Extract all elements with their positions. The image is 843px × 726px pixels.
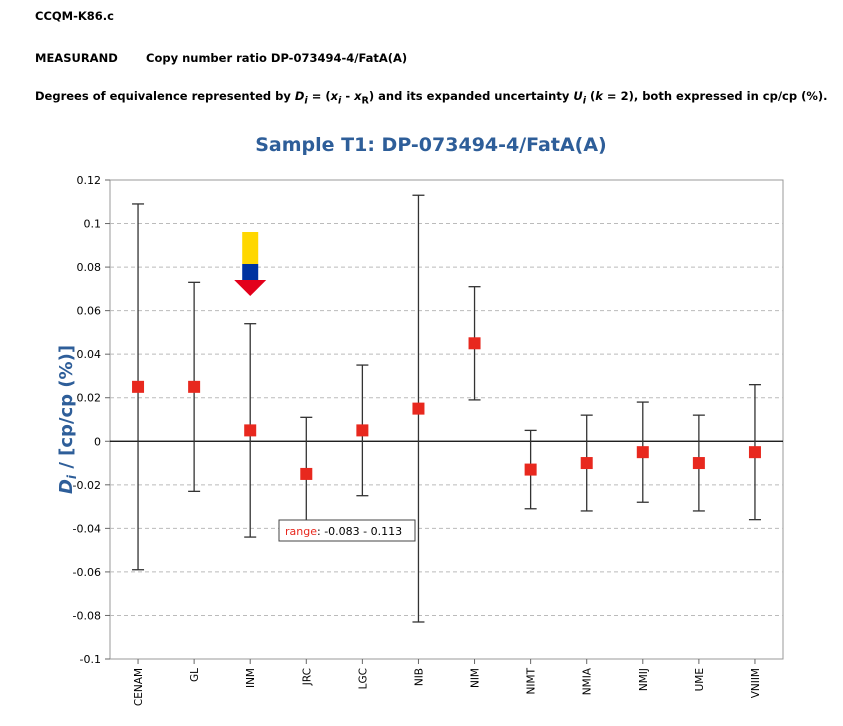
doe-suffix: , both expressed in cp/cp (%). — [633, 89, 828, 103]
y-tick-label: 0 — [94, 435, 101, 448]
plot-area: 0.12 0.1 0.08 0.06 0.04 0.02 0 -0.02 -0.04 -0.06 -… — [56, 174, 784, 706]
arrow-red-head — [234, 280, 267, 296]
data-point-vniim — [748, 446, 761, 459]
y-tick-label: -0.08 — [73, 609, 101, 622]
data-point-jrc — [300, 467, 313, 480]
range-value: : -0.083 - 0.113 — [317, 525, 402, 538]
data-point-gl — [188, 380, 201, 393]
x-tick-label-ume: UME — [694, 668, 706, 691]
x-tick-label-vniim: VNIIM — [750, 668, 762, 698]
data-point-nmij — [636, 446, 649, 459]
data-point-nmia — [580, 457, 593, 470]
x-tick-label-inm: INM — [245, 668, 257, 688]
data-point-nim — [468, 337, 481, 350]
y-tick-label: -0.1 — [80, 653, 101, 666]
x-tick-label-nmia: NMIA — [582, 667, 594, 695]
x-tick-label-nim: NIM — [470, 668, 482, 688]
measurand-value: Copy number ratio DP-073494-4/FatA(A) — [146, 51, 408, 65]
arrow-marker-icon — [234, 232, 267, 296]
y-tick-label: -0.02 — [73, 479, 101, 492]
doe-prefix: Degrees of equivalence represented by — [35, 89, 295, 103]
plot-frame — [109, 179, 784, 660]
x-tick-label-nimt: NIMT — [526, 667, 538, 694]
y-tick-label: -0.06 — [73, 566, 101, 579]
x-tick-label-nib: NIB — [413, 668, 425, 686]
range-annotation: range: -0.083 - 0.113 — [278, 519, 416, 542]
y-axis-label: Di / [cp/cp (%)] — [56, 345, 79, 494]
range-label: range — [285, 525, 317, 538]
y-tick-label: 0.1 — [84, 218, 102, 231]
x-tick-label-jrc: JRC — [301, 668, 313, 686]
y-tick-label: -0.04 — [73, 522, 101, 535]
y-tick-label: 0.06 — [77, 305, 102, 318]
x-tick-label-nmij: NMIJ — [638, 668, 650, 691]
x-tick-label-cenam: CENAM — [133, 668, 145, 706]
data-point-nib — [412, 402, 425, 415]
y-tick-label: 0.08 — [77, 261, 102, 274]
doe-middle: and its expanded uncertainty — [374, 89, 574, 103]
measurand-line: MEASURAND Copy number ratio DP-073494-4/F… — [35, 51, 407, 65]
data-point-cenam — [132, 380, 145, 393]
range-annotation-box — [278, 519, 416, 542]
arrow-yellow-band — [242, 232, 259, 264]
doe-description: Degrees of equivalence represented by Di… — [35, 89, 828, 107]
chart-title: Sample T1: DP-073494-4/FatA(A) — [255, 134, 606, 156]
data-point-inm — [244, 424, 257, 437]
arrow-blue-band — [242, 264, 259, 280]
data-point-lgc — [356, 424, 369, 437]
y-tick-label: 0.12 — [77, 174, 102, 187]
y-tick-label: 0.02 — [77, 392, 102, 405]
range-annotation-text: range: -0.083 - 0.113 — [285, 525, 402, 538]
x-tick-label-gl: GL — [189, 668, 201, 682]
y-tick-label: 0.04 — [77, 348, 102, 361]
data-point-ume — [692, 457, 705, 470]
x-tick-label-lgc: LGC — [357, 668, 369, 689]
measurand-label: MEASURAND — [35, 51, 118, 65]
document-code: CCQM-K86.c — [35, 9, 114, 23]
data-point-nimt — [524, 463, 537, 476]
